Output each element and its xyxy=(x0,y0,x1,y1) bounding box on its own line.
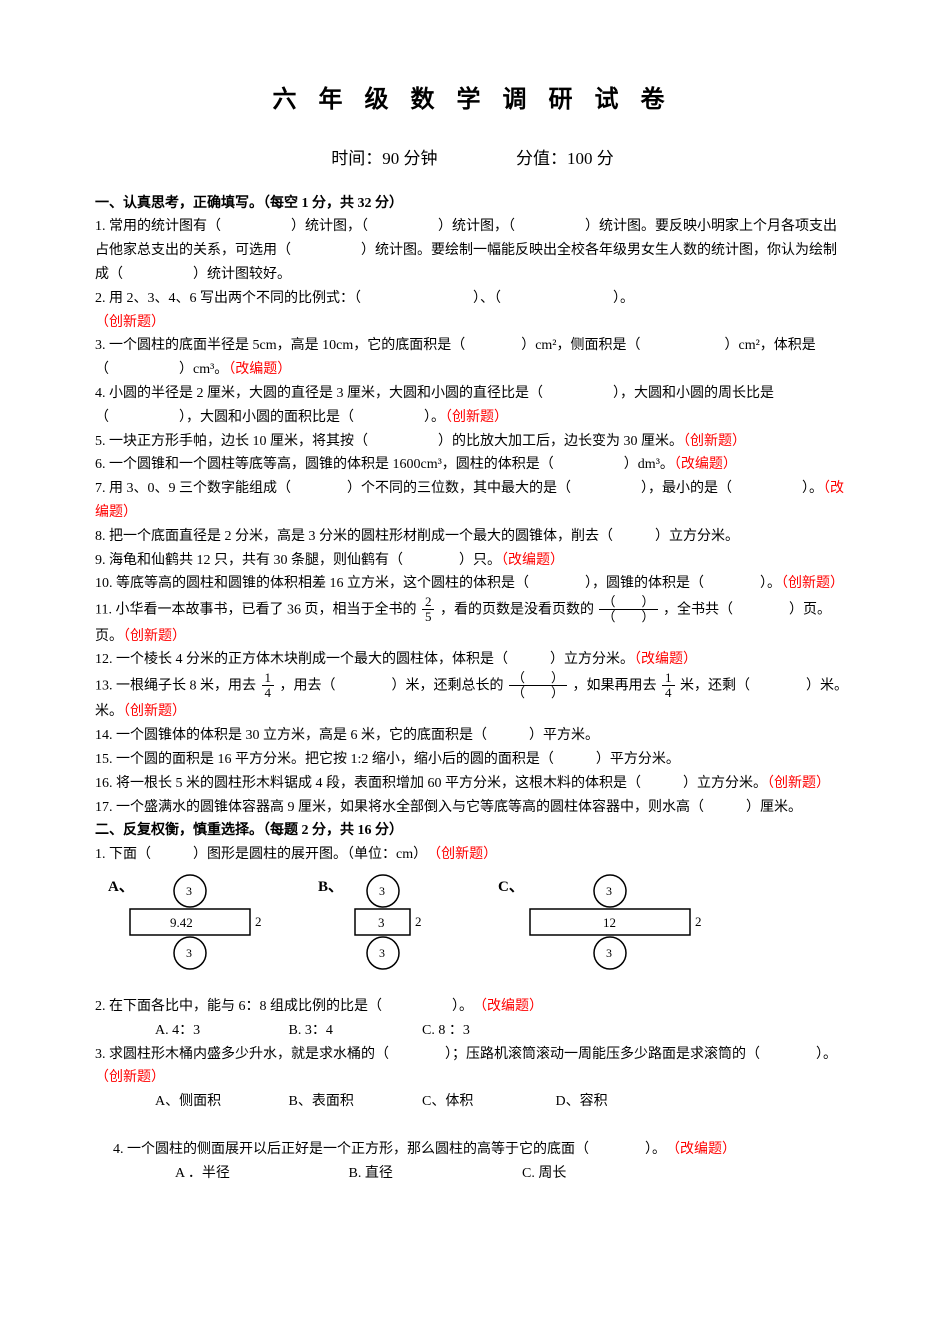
q2-4-opts: A ．半径 B. 直径 C. 周长 xyxy=(95,1162,850,1186)
q1-4: 4. 小圆的半径是 2 厘米，大圆的直径是 3 厘米，大圆和小圆的直径比是（ ）… xyxy=(95,382,850,430)
diagram-a-svg: A、 3 9.42 2 3 xyxy=(105,873,265,983)
q1-12: 12. 一个棱长 4 分米的正方体木块削成一个最大的圆柱体，体积是（ ）立方分米… xyxy=(95,648,850,672)
q1-17: 17. 一个盛满水的圆锥体容器高 9 厘米，如果将水全部倒入与它等底等高的圆柱体… xyxy=(95,796,850,820)
q1-2: 2. 用 2、3、4、6 写出两个不同的比例式：（ ）、（ ）。 xyxy=(95,287,850,311)
svg-text:9.42: 9.42 xyxy=(170,915,193,930)
q2-4: 4. 一个圆柱的侧面展开以后正好是一个正方形，那么圆柱的高等于它的底面（ ）。 … xyxy=(95,1138,850,1162)
q1-3: 3. 一个圆柱的底面半径是 5cm，高是 10cm，它的底面积是（ ）cm²，侧… xyxy=(95,334,850,382)
q1-16: 16. 将一根长 5 米的圆柱形木料锯成 4 段，表面积增加 60 平方分米，这… xyxy=(95,772,850,796)
svg-text:3: 3 xyxy=(186,884,192,898)
q2-2: 2. 在下面各比中，能与 6：8 组成比例的比是（ ）。 （改编题） xyxy=(95,995,850,1019)
exam-meta: 时间：90 分钟 分值：100 分 xyxy=(95,145,850,174)
fraction-1-4-b: 1 4 xyxy=(662,671,675,699)
section-1-header: 一、认真思考，正确填写。（每空 1 分，共 32 分） xyxy=(95,192,850,216)
fraction-blank: （ ） （ ） xyxy=(599,595,657,623)
q1-8: 8. 把一个底面直径是 2 分米，高是 3 分米的圆柱形材削成一个最大的圆锥体，… xyxy=(95,525,850,549)
q1-2-tag: （创新题） xyxy=(95,311,850,335)
svg-text:3: 3 xyxy=(606,884,612,898)
section-2-header: 二、反复权衡，慎重选择。（每题 2 分，共 16 分） xyxy=(95,819,850,843)
diagram-a: A、 3 9.42 2 3 xyxy=(105,873,265,983)
svg-text:3: 3 xyxy=(379,946,385,960)
time-label: 时间：90 分钟 xyxy=(331,149,437,168)
fraction-1-4: 1 4 xyxy=(262,671,275,699)
fraction-2-5: 2 5 xyxy=(422,595,435,623)
diagram-b: B、 3 3 2 3 xyxy=(315,873,445,983)
diagram-c-svg: C、 3 12 2 3 xyxy=(495,873,715,983)
fraction-blank-2: （ ） （ ） xyxy=(509,671,567,699)
q1-10: 10. 等底等高的圆柱和圆锥的体积相差 16 立方米，这个圆柱的体积是（ ），圆… xyxy=(95,572,850,596)
q1-11: 11. 小华看一本故事书，已看了 36 页，相当于全书的 2 5 ，看的页数是没… xyxy=(95,596,850,624)
q1-15: 15. 一个圆的面积是 16 平方分米。把它按 1:2 缩小，缩小后的圆的面积是… xyxy=(95,748,850,772)
q1-5: 5. 一块正方形手帕，边长 10 厘米，将其按（ ）的比放大加工后，边长变为 3… xyxy=(95,430,850,454)
q1-11b: 页。（创新题） xyxy=(95,625,850,649)
q2-3: 3. 求圆柱形木桶内盛多少升水，就是求水桶的（ ）；压路机滚筒滚动一周能压多少路… xyxy=(95,1043,850,1091)
cylinder-diagrams: A、 3 9.42 2 3 B、 3 3 2 3 C、 3 12 xyxy=(95,873,850,983)
svg-text:3: 3 xyxy=(186,946,192,960)
svg-text:2: 2 xyxy=(255,914,262,929)
diagram-b-svg: B、 3 3 2 3 xyxy=(315,873,445,983)
svg-text:3: 3 xyxy=(379,884,385,898)
q1-13: 13. 一根绳子长 8 米，用去 1 4 ，用去（ ）米，还剩总长的 （ ） （… xyxy=(95,672,850,700)
q1-1: 1. 常用的统计图有（ ）统计图，（ ）统计图，（ ）统计图。要反映小明家上个月… xyxy=(95,215,850,286)
q1-9: 9. 海龟和仙鹤共 12 只，共有 30 条腿，则仙鹤有（ ）只。（改编题） xyxy=(95,549,850,573)
svg-text:12: 12 xyxy=(603,915,616,930)
score-label: 分值：100 分 xyxy=(516,149,614,168)
svg-text:2: 2 xyxy=(695,914,702,929)
diagram-c: C、 3 12 2 3 xyxy=(495,873,715,983)
page-title: 六 年 级 数 学 调 研 试 卷 xyxy=(95,80,850,121)
svg-text:A、: A、 xyxy=(108,879,134,895)
q1-6: 6. 一个圆锥和一个圆柱等底等高，圆锥的体积是 1600cm³，圆柱的体积是（ … xyxy=(95,453,850,477)
svg-text:3: 3 xyxy=(378,915,385,930)
svg-text:C、: C、 xyxy=(498,879,524,895)
svg-text:2: 2 xyxy=(415,914,422,929)
q2-1: 1. 下面（ ）图形是圆柱的展开图。（单位：cm） （创新题） xyxy=(95,843,850,867)
q1-7: 7. 用 3、0、9 三个数字能组成（ ）个不同的三位数，其中最大的是（ ），最… xyxy=(95,477,850,525)
q2-3-opts: A、侧面积 B、表面积 C、体积 D、容积 xyxy=(95,1090,850,1114)
q2-2-opts: A. 4：3 B. 3：4 C. 8 ：3 xyxy=(95,1019,850,1043)
svg-text:3: 3 xyxy=(606,946,612,960)
q1-13b: 米。（创新题） xyxy=(95,700,850,724)
svg-text:B、: B、 xyxy=(318,879,343,895)
q1-14: 14. 一个圆锥体的体积是 30 立方米，高是 6 米，它的底面积是（ ）平方米… xyxy=(95,724,850,748)
